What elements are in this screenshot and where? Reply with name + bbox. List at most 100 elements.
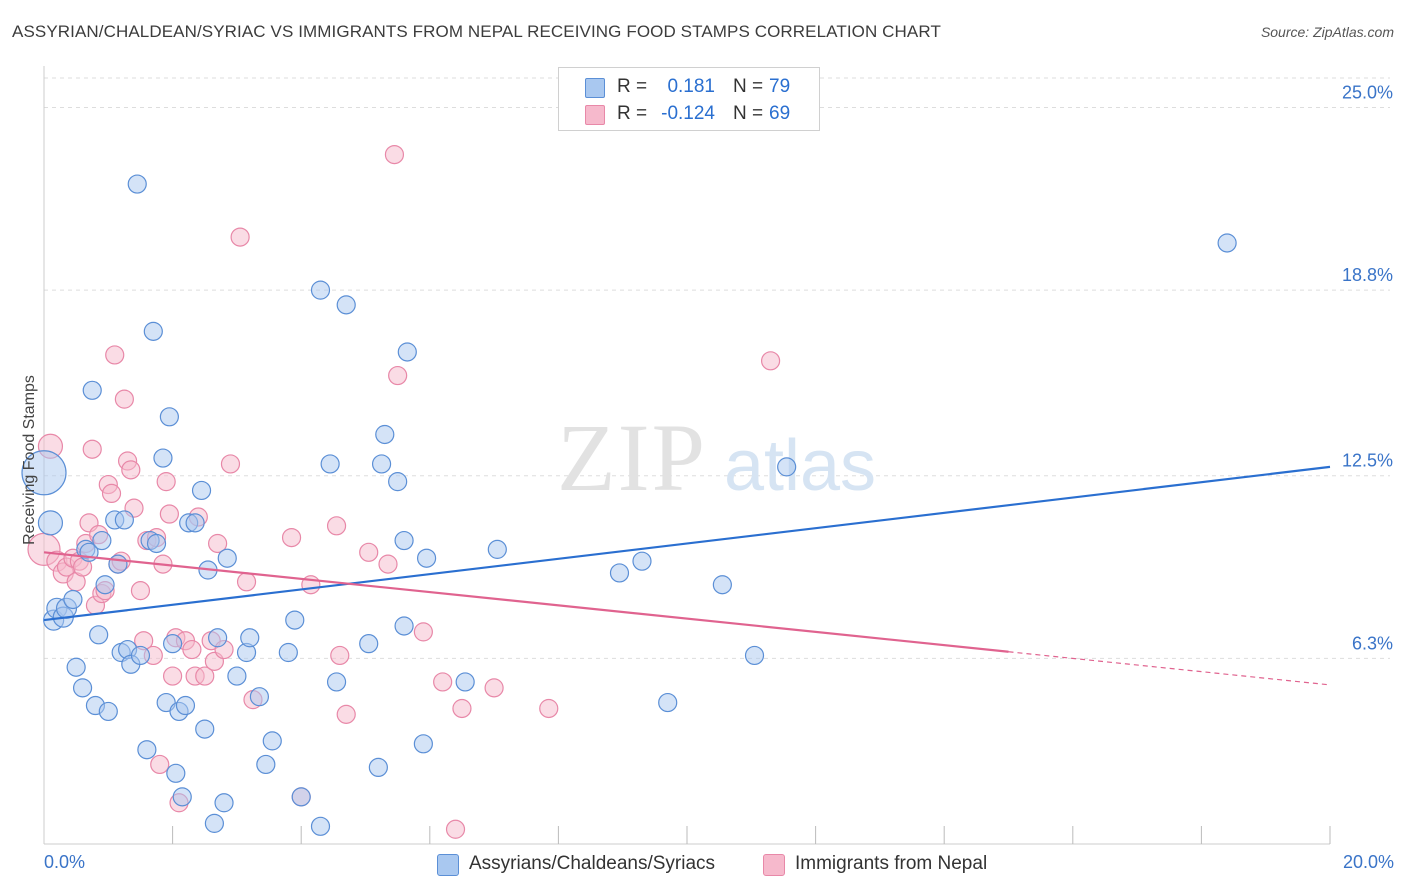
point-assyrians (204, 813, 224, 833)
legend-row-nepal: R = -0.124 N = 69 (559, 101, 819, 127)
point-assyrians (285, 610, 305, 630)
point-assyrians (291, 787, 311, 807)
point-assyrians (1217, 233, 1237, 253)
point-nepal (413, 622, 433, 642)
n-value: 69 (769, 103, 791, 124)
point-nepal (452, 698, 472, 719)
y-tick-labels: 6.3% 12.5% 18.8% 25.0% (1342, 82, 1393, 653)
point-nepal (336, 704, 356, 724)
grid-layer (44, 77, 1390, 659)
point-assyrians (72, 678, 93, 698)
y-tick-label: 12.5% (1342, 451, 1393, 471)
point-assyrians (163, 634, 183, 654)
point-assyrians (166, 763, 186, 783)
point-assyrians (21, 450, 67, 496)
point-nepal (195, 666, 215, 686)
point-assyrians (256, 754, 276, 775)
point-nepal (121, 460, 141, 480)
x-tick-label-min: 0.0% (44, 852, 86, 872)
point-assyrians (114, 510, 134, 530)
y-tick-label: 6.3% (1352, 633, 1393, 653)
point-nepal (281, 527, 302, 548)
point-nepal (163, 666, 183, 686)
point-nepal (384, 145, 405, 165)
point-assyrians (326, 672, 347, 692)
point-assyrians (191, 480, 212, 501)
point-assyrians (108, 554, 128, 574)
point-assyrians (130, 645, 151, 666)
legend-swatch-blue (585, 78, 605, 98)
point-assyrians (143, 321, 163, 341)
point-assyrians (185, 513, 205, 533)
legend-row-assyrians: R = 0.181 N = 79 (559, 74, 819, 100)
point-assyrians (394, 616, 414, 636)
point-assyrians (66, 657, 86, 677)
point-assyrians (777, 457, 797, 477)
n-value: 79 (769, 76, 791, 97)
correlation-legend: R = 0.181 N = 79 R = -0.124 N = 69 (558, 67, 820, 131)
x-tick-label-max: 20.0% (1342, 852, 1394, 872)
point-assyrians (98, 701, 118, 722)
point-nepal (114, 389, 134, 409)
point-assyrians (63, 589, 83, 610)
point-assyrians (310, 816, 331, 836)
watermark-atlas: atlas (724, 426, 876, 506)
n-label: N = (733, 103, 764, 124)
point-assyrians (658, 692, 678, 713)
point-nepal (433, 672, 453, 692)
point-nepal (150, 754, 170, 775)
point-nepal (159, 504, 179, 524)
point-assyrians (153, 448, 173, 468)
point-assyrians (217, 548, 237, 568)
legend-label-nepal: Immigrants from Nepal (795, 853, 988, 874)
point-nepal (760, 351, 781, 371)
r-label: R = (617, 76, 648, 97)
point-nepal (326, 516, 347, 536)
point-nepal (156, 472, 176, 492)
point-assyrians (240, 628, 260, 648)
point-nepal (330, 645, 350, 666)
point-assyrians (92, 530, 112, 551)
point-nepal (130, 581, 151, 601)
point-assyrians (175, 695, 196, 716)
point-nepal (230, 227, 250, 247)
point-nepal (182, 639, 202, 660)
point-assyrians (487, 539, 507, 559)
point-assyrians (320, 454, 340, 474)
point-assyrians (95, 575, 115, 595)
point-assyrians (744, 645, 765, 666)
point-assyrians (394, 530, 414, 551)
y-tick-label: 25.0% (1342, 82, 1393, 102)
trend-line-assyrians (43, 465, 1331, 622)
point-assyrians (310, 280, 331, 300)
trend-layer (43, 465, 1331, 686)
point-nepal (105, 345, 125, 365)
series-legend: Assyrians/Chaldeans/Syriacs Immigrants f… (0, 852, 1406, 878)
point-assyrians (89, 625, 109, 645)
y-axis-label: Receiving Food Stamps (21, 375, 38, 545)
point-assyrians (137, 740, 157, 760)
point-assyrians (455, 672, 475, 692)
point-nepal (220, 454, 241, 474)
point-nepal (359, 542, 379, 562)
y-tick-label: 18.8% (1342, 265, 1393, 285)
point-assyrians (249, 687, 270, 707)
r-value: 0.181 (667, 76, 715, 97)
point-assyrians (368, 757, 388, 778)
point-assyrians (359, 634, 379, 654)
point-assyrians (214, 793, 234, 813)
point-assyrians (397, 342, 417, 362)
point-nepal (101, 483, 122, 504)
watermark-zip: ZIP (557, 404, 707, 511)
point-nepal (82, 439, 102, 459)
point-assyrians (127, 174, 147, 194)
point-assyrians (336, 295, 356, 315)
n-label: N = (733, 76, 764, 97)
trend-line-nepal-extension (1008, 651, 1331, 686)
point-assyrians (416, 548, 437, 568)
point-assyrians (609, 563, 630, 583)
r-value: -0.124 (661, 103, 715, 124)
point-assyrians (208, 628, 228, 648)
point-assyrians (146, 533, 167, 554)
